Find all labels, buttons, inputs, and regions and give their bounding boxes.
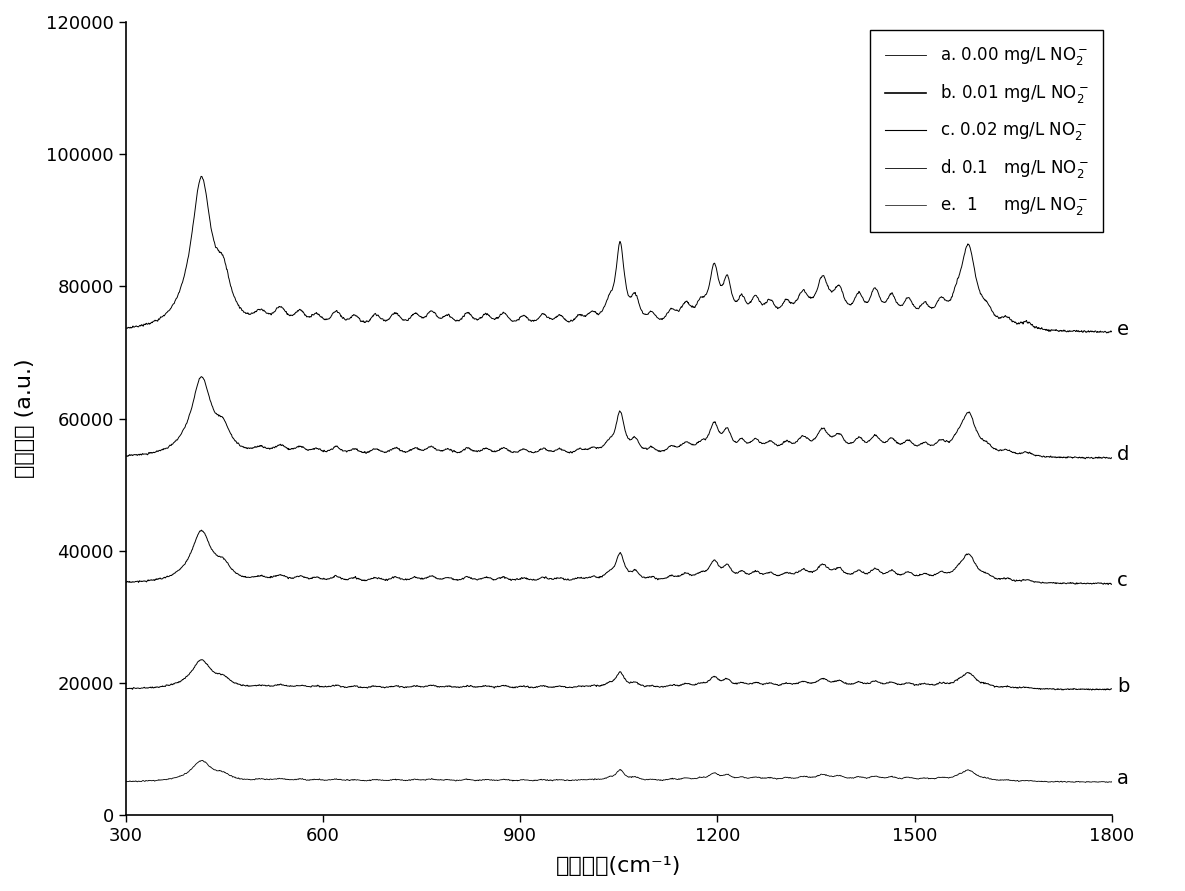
Text: b: b xyxy=(1117,676,1129,696)
Legend: a. 0.00 mg/L NO$_2^-$, b. 0.01 mg/L NO$_2^-$, c. 0.02 mg/L NO$_2^-$, d. 0.1   mg: a. 0.00 mg/L NO$_2^-$, b. 0.01 mg/L NO$_… xyxy=(870,30,1103,233)
Text: d: d xyxy=(1117,446,1129,464)
Text: a: a xyxy=(1117,769,1129,789)
Text: e: e xyxy=(1117,320,1129,339)
Text: c: c xyxy=(1117,571,1128,590)
Y-axis label: 拉曼强度 (a.u.): 拉曼强度 (a.u.) xyxy=(15,359,36,478)
X-axis label: 拉曼位移(cm⁻¹): 拉曼位移(cm⁻¹) xyxy=(556,856,681,876)
